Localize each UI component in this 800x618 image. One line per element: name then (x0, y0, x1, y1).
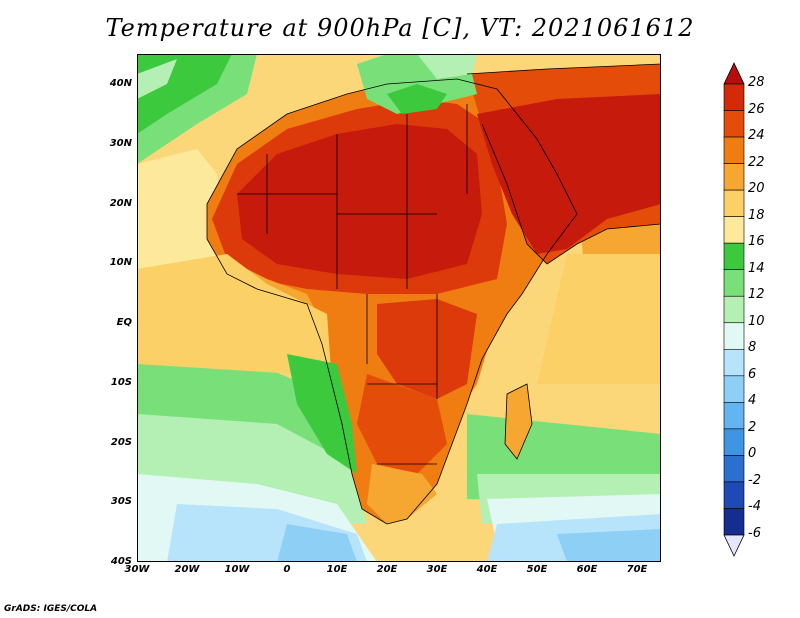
latitude-tick-label: 30N (109, 137, 132, 149)
colorbar-segment (723, 295, 745, 324)
longitude-tick-label: 60E (576, 564, 598, 575)
latitude-tick-label: 30S (110, 496, 132, 508)
south-atlantic-deepblue (277, 524, 357, 562)
madagascar (505, 384, 532, 459)
longitude-tick-label: 30E (426, 564, 448, 575)
colorbar-segment (723, 322, 745, 350)
map-title: Temperature at 900hPa [C], VT: 202106161… (105, 14, 695, 42)
colorbar-label: 20 (748, 181, 765, 197)
latitude-tick-label: EQ (116, 317, 132, 328)
longitude-tick-label: 40E (476, 564, 498, 575)
colorbar-segment (723, 455, 745, 483)
longitude-tick-label: 10E (326, 564, 348, 575)
colorbar-segment (723, 508, 745, 536)
temperature-map (137, 54, 661, 562)
atlantic-yellow-band (137, 149, 227, 269)
arabia-core (477, 94, 661, 254)
colorbar-label: -2 (748, 472, 761, 488)
colorbar-label: -6 (748, 526, 761, 541)
map-frame (137, 54, 661, 562)
latitude-tick-label: 20S (110, 436, 132, 448)
colorbar-label: -4 (748, 499, 761, 515)
colorbar (723, 62, 745, 557)
colorbar-segment (723, 189, 745, 217)
arabian-sea-yellow (537, 254, 661, 384)
colorbar-label: 14 (748, 260, 765, 276)
colorbar-top-triangle (723, 62, 745, 85)
colorbar-bottom-triangle (723, 534, 745, 557)
colorbar-segment (723, 402, 745, 430)
colorbar-label: 18 (748, 207, 765, 223)
longitude-tick-label: 20E (376, 564, 398, 575)
latitude-tick-label: 10N (109, 257, 132, 269)
indian-ocean-deepblue (557, 529, 661, 562)
credit-text: GrADS: IGES/COLA (4, 604, 98, 614)
colorbar-segment (723, 375, 745, 403)
longitude-tick-label: 10W (224, 564, 250, 575)
kalahari-hot (357, 374, 447, 474)
country-borders (206, 63, 661, 525)
colorbar-label: 24 (748, 128, 765, 144)
north-atlantic-pale (137, 59, 177, 99)
colorbar-label: 6 (748, 366, 757, 382)
colorbar-label: 22 (748, 154, 765, 170)
latitude-tick-label: 10S (110, 376, 132, 388)
longitude-tick-label: 0 (283, 564, 291, 575)
colorbar-label: 16 (748, 234, 765, 250)
latitude-tick-label: 40N (109, 78, 132, 89)
latitude-tick-label: 20N (109, 197, 132, 209)
colorbar-label: 2 (748, 419, 757, 435)
colorbar-segment (723, 242, 745, 271)
colorbar-label: 26 (748, 101, 765, 117)
longitude-tick-label: 50E (526, 564, 548, 575)
latitude-tick-label: 40S (110, 556, 132, 567)
colorbar-segment (723, 216, 745, 244)
east-africa-hot (377, 299, 477, 399)
longitude-tick-label: 70E (626, 564, 648, 575)
sahara-core (237, 124, 482, 279)
benguela-green (287, 354, 357, 474)
colorbar-label: 0 (748, 446, 757, 462)
colorbar-label: 28 (748, 75, 765, 90)
longitude-tick-label: 30W (124, 564, 150, 575)
colorbar-label: 4 (748, 393, 757, 409)
colorbar-segment (723, 136, 745, 164)
colorbar-segment (723, 428, 745, 456)
colorbar-label: 8 (748, 340, 757, 356)
colorbar-label: 10 (748, 313, 765, 329)
longitude-tick-label: 20W (174, 564, 200, 575)
colorbar-segment (723, 83, 745, 111)
colorbar-segment (723, 481, 745, 509)
colorbar-segment (723, 163, 745, 191)
south-africa-yellow (367, 464, 437, 524)
colorbar-segment (723, 348, 745, 377)
colorbar-label: 12 (748, 287, 765, 303)
turkey-green (417, 54, 477, 79)
mediterranean-pale (387, 84, 447, 114)
colorbar-segment (723, 269, 745, 297)
gulf-yellow (137, 254, 332, 384)
colorbar-segment (723, 110, 745, 138)
